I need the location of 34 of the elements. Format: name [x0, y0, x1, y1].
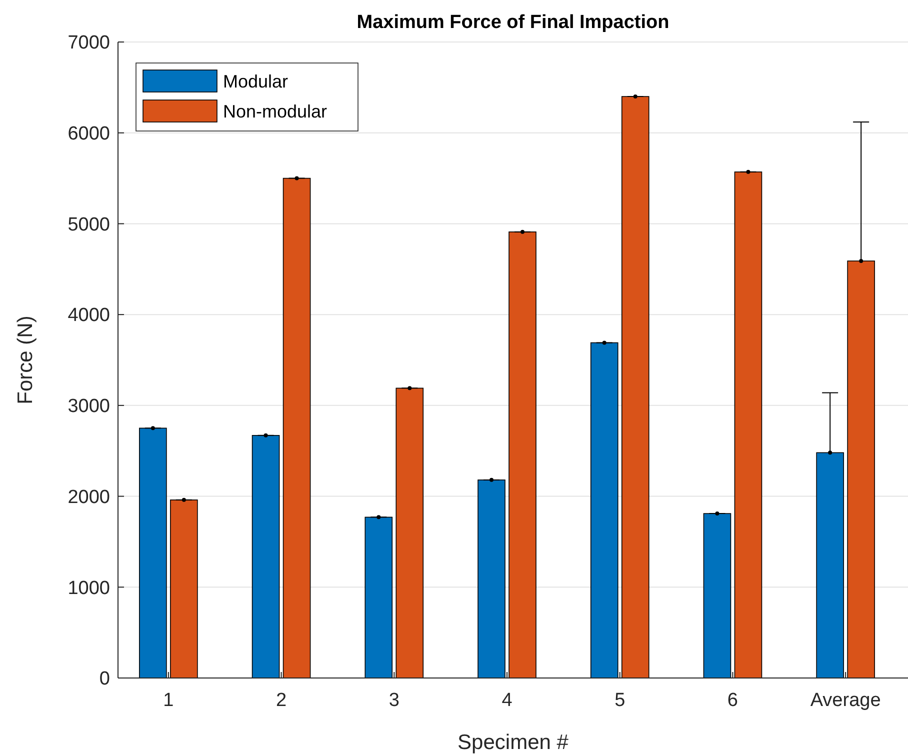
x-tick-label: 6	[727, 690, 738, 711]
bar	[734, 172, 762, 678]
bar	[396, 388, 424, 678]
bar	[170, 500, 198, 678]
x-tick-label: 5	[614, 690, 626, 711]
x-tick-label: 2	[276, 690, 287, 711]
x-tick-label: 3	[388, 690, 400, 711]
chart-title: Maximum Force of Final Impaction	[356, 12, 670, 33]
y-tick-label: 4000	[68, 305, 110, 326]
x-tick-label: Average	[810, 690, 881, 711]
x-tick-label: 4	[502, 690, 513, 711]
x-axis-title: Specimen #	[458, 731, 569, 754]
x-tick-label: 1	[163, 690, 174, 711]
bar	[282, 178, 311, 678]
bar	[508, 231, 536, 678]
y-tick-label: 7000	[68, 32, 110, 54]
bar	[621, 96, 650, 678]
bar	[847, 260, 875, 678]
bar	[703, 513, 732, 678]
y-axis-title: Force (N)	[14, 316, 37, 404]
bar	[478, 480, 506, 678]
legend-label: Non-modular	[223, 101, 328, 122]
bar	[816, 452, 844, 678]
y-tick-label: 0	[99, 668, 110, 690]
y-tick-label: 1000	[68, 578, 110, 599]
y-tick-label: 3000	[68, 396, 110, 418]
bar	[139, 428, 167, 678]
y-tick-label: 5000	[68, 214, 110, 236]
y-tick-label: 6000	[68, 124, 110, 145]
bar	[252, 435, 280, 678]
bar	[590, 342, 618, 678]
bar	[364, 516, 393, 678]
legend-label: Modular	[223, 71, 288, 92]
y-tick-label: 2000	[68, 486, 110, 508]
